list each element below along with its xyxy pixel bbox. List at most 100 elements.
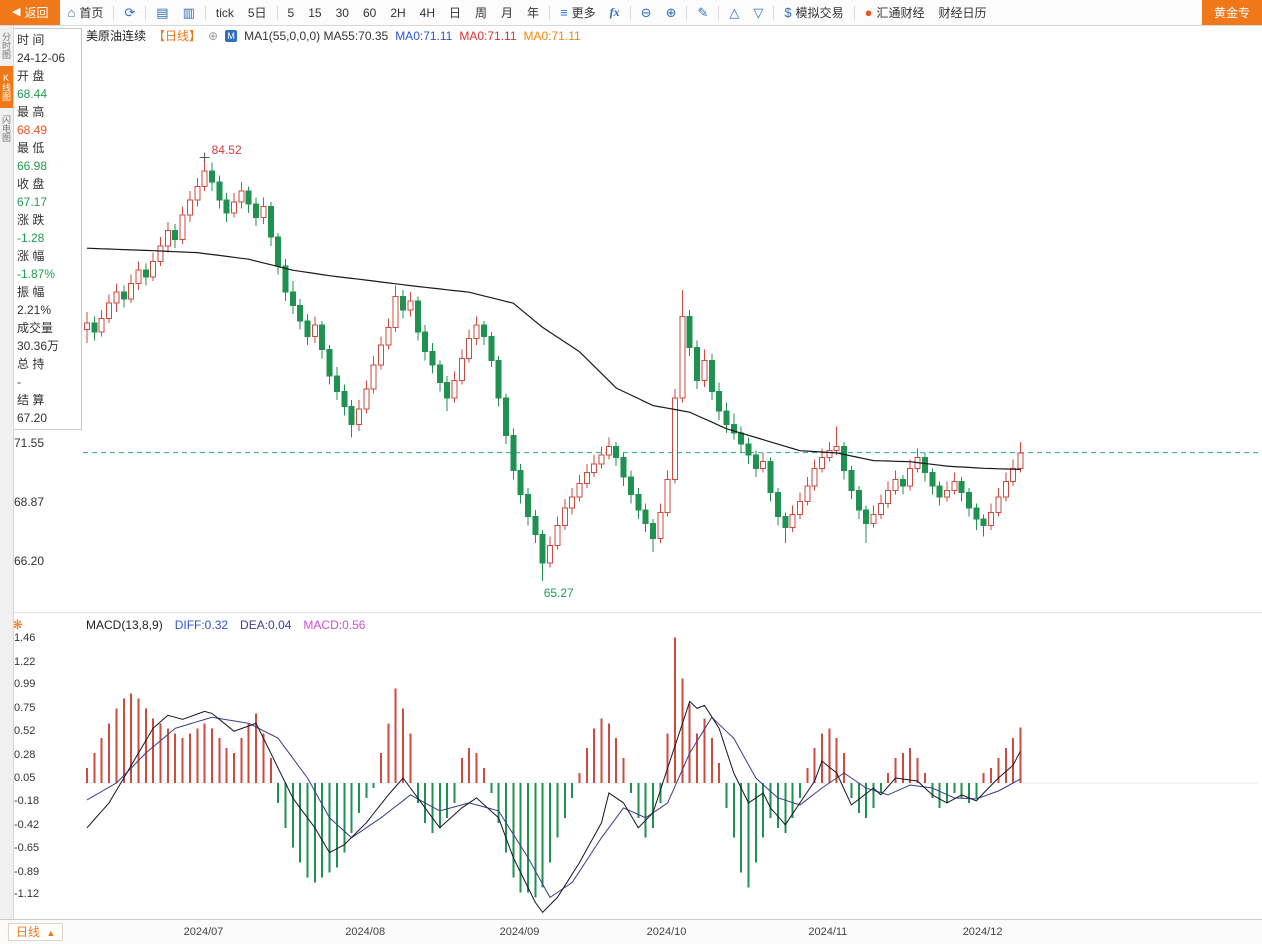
- period-month-button[interactable]: 月: [494, 0, 520, 25]
- zoom-in-icon: ⊕: [665, 5, 677, 20]
- mark-low-button[interactable]: ▽: [746, 0, 770, 25]
- home-icon: ⌂: [67, 5, 76, 20]
- period-selector-tab[interactable]: 日线 ▲: [8, 923, 64, 941]
- period-year-button-label: 年: [527, 6, 540, 20]
- quote-field-value: -1.28: [17, 231, 45, 245]
- quote-field-label: 总 持: [17, 357, 45, 371]
- toolbar-separator: [686, 5, 688, 20]
- macd-axis-tick: 0.05: [14, 772, 36, 785]
- candlestick-chart-button[interactable]: ▥: [176, 0, 202, 25]
- fx678-news-button-label: 汇通财经: [876, 6, 925, 20]
- period-60m-button[interactable]: 60: [356, 0, 383, 25]
- tick-period-button-label: tick: [215, 5, 234, 20]
- period-5d-button[interactable]: 5日: [241, 0, 274, 25]
- period-60m-button-label: 60: [362, 5, 377, 20]
- macd-axis-tick: 0.52: [14, 725, 36, 738]
- more-button-label: 更多: [571, 6, 596, 20]
- chevron-up-icon: ▲: [46, 928, 56, 938]
- quote-field-label: 振 幅: [17, 285, 45, 299]
- period-day-button[interactable]: 日: [442, 0, 468, 25]
- refresh-button[interactable]: ⟳: [117, 0, 142, 25]
- quote-field-value: 68.49: [17, 123, 48, 137]
- back-button[interactable]: ◀ 返回: [0, 0, 61, 25]
- quote-info-panel: 时 间 24-12-06 开 盘 68.44 最 高 68.49 最 低 66.98 收 盘 67…: [13, 28, 82, 430]
- toolbar-separator: [276, 5, 278, 20]
- toolbar-separator: [549, 5, 551, 20]
- home-button[interactable]: ⌂ 首页: [60, 0, 110, 25]
- gold-zone-badge[interactable]: 黄金专: [1201, 0, 1262, 25]
- x-axis-label: 2024/08: [345, 926, 386, 938]
- fx-button[interactable]: fx: [603, 0, 627, 25]
- instrument-title: 美原油连续: [86, 29, 147, 43]
- macd-axis-tick: 0.99: [14, 678, 36, 691]
- candlestick-chart[interactable]: [83, 152, 1258, 582]
- chart-type-tab[interactable]: 闪电图: [1, 115, 11, 142]
- macd-header: MACD(13,8,9) DIFF:0.32 DEA:0.04 MACD:0.5…: [86, 618, 365, 632]
- period-30m-button-label: 30: [335, 5, 349, 20]
- line-chart-icon: ▤: [156, 5, 169, 20]
- quote-field-label: 成交量: [17, 321, 54, 335]
- x-axis-label: 2024/10: [646, 926, 687, 938]
- period-4h-button[interactable]: 4H: [413, 0, 442, 25]
- macd-axis-tick: -1.12: [14, 888, 40, 901]
- toolbar-separator: [718, 5, 720, 20]
- fx678-news-button[interactable]: ● 汇通财经: [858, 0, 932, 25]
- dollar-icon: $: [784, 5, 792, 20]
- period-year-button[interactable]: 年: [520, 0, 546, 25]
- indicator-settings-icon[interactable]: ❋: [12, 617, 23, 632]
- period-5m-button[interactable]: 5: [281, 0, 302, 25]
- period-week-button[interactable]: 周: [468, 0, 494, 25]
- toolbar-separator: [853, 5, 855, 20]
- toolbar-separator: [145, 5, 147, 20]
- dea-value-label: DEA:0.04: [240, 618, 292, 632]
- quote-field-label: 结 算: [17, 393, 45, 407]
- period-tag[interactable]: 【日线】: [153, 29, 202, 43]
- macd-axis-tick: -0.42: [14, 818, 40, 831]
- quote-field-value: 67.17: [17, 195, 48, 209]
- calendar-button-label: 财经日历: [938, 6, 987, 20]
- price-axis-tick: 68.87: [14, 494, 45, 509]
- period-30m-button[interactable]: 30: [329, 0, 356, 25]
- macd-axis-tick: 1.22: [14, 655, 36, 668]
- draw-button[interactable]: ✎: [690, 0, 715, 25]
- add-compare-icon[interactable]: ⊕: [208, 28, 219, 43]
- back-button-label: 返回: [24, 6, 49, 20]
- ma0-value-2: MA0:71.11: [459, 28, 517, 43]
- quote-field-value: 66.98: [17, 159, 48, 173]
- toolbar-separator: [204, 5, 206, 20]
- period-15m-button[interactable]: 15: [301, 0, 328, 25]
- line-chart-button[interactable]: ▤: [149, 0, 175, 25]
- zoom-out-button[interactable]: ⊖: [634, 0, 659, 25]
- x-axis-label: 2024/12: [962, 926, 1003, 938]
- calendar-button[interactable]: 财经日历: [932, 0, 994, 25]
- chart-header: 美原油连续 【日线】 ⊕ M MA1(55,0,0,0) MA55:70.35 …: [86, 27, 581, 44]
- refresh-icon: ⟳: [124, 5, 136, 20]
- ma0-value-1: MA0:71.11: [395, 28, 453, 43]
- x-axis-label: 2024/07: [183, 926, 224, 938]
- ma-badge-icon[interactable]: M: [225, 29, 238, 42]
- fx678-logo-icon: ●: [864, 5, 873, 20]
- quote-field-value: 24-12-06: [17, 51, 66, 65]
- macd-axis-tick: 0.28: [14, 749, 36, 762]
- sim-trading-button[interactable]: $ 模拟交易: [777, 0, 850, 25]
- chart-type-tab[interactable]: 分时图: [1, 32, 11, 59]
- price-axis-tick: 66.20: [14, 553, 45, 568]
- low-price-annotation: 65.27: [543, 586, 574, 601]
- quote-field-value: -1.87%: [17, 267, 56, 281]
- mark-high-button[interactable]: △: [722, 0, 746, 25]
- toolbar: ◀ 返回 ⌂ 首页 ⟳ ▤ ▥ tick 5日 5 15 30 60 2H 4H 日周月年 ≡ 更多 fx ⊖ ⊕ ✎ △ ▽…: [0, 0, 1262, 26]
- menu-icon: ≡: [560, 5, 568, 20]
- quote-field-value: -: [17, 375, 21, 389]
- tick-period-button[interactable]: tick: [209, 0, 241, 25]
- quote-field-label: 最 低: [17, 141, 45, 155]
- zoom-in-button[interactable]: ⊕: [659, 0, 684, 25]
- period-2h-button[interactable]: 2H: [383, 0, 412, 25]
- diff-value-label: DIFF:0.32: [174, 618, 229, 632]
- chart-type-tab[interactable]: K线图: [0, 66, 13, 108]
- quote-field-label: 开 盘: [17, 69, 45, 83]
- macd-chart[interactable]: [83, 637, 1258, 914]
- more-button[interactable]: ≡ 更多: [553, 0, 603, 25]
- macd-value-label: MACD:0.56: [303, 618, 366, 632]
- period-15m-button-label: 15: [308, 5, 322, 20]
